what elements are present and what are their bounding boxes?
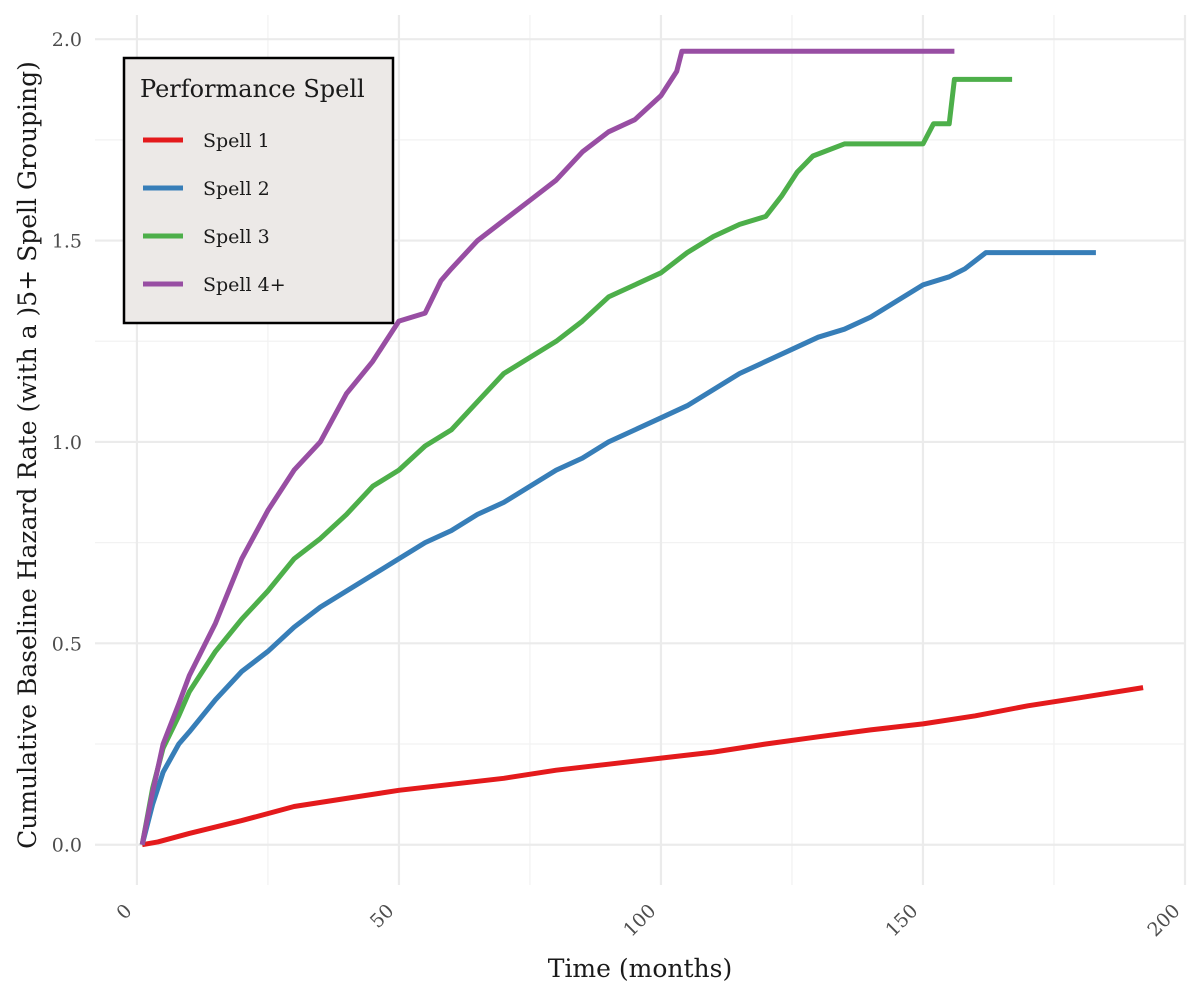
x-tick-label: 150 [881, 900, 922, 941]
y-tick-label: 1.0 [52, 432, 82, 454]
legend-items: Spell 1 Spell 2 Spell 3 Spell 4+ [143, 130, 286, 296]
y-tick-label: 2.0 [52, 29, 82, 51]
x-axis-title: Time (months) [548, 954, 732, 983]
x-axis-tick-labels: 0 50 100 150 200 [112, 900, 1184, 941]
legend-label: Spell 1 [203, 130, 270, 152]
y-axis-tick-labels: 0.0 0.5 1.0 1.5 2.0 [52, 29, 82, 857]
major-gridlines [95, 15, 1187, 885]
minor-gridlines [95, 15, 1185, 885]
x-tick-label: 200 [1143, 900, 1184, 941]
x-tick-label: 50 [366, 900, 399, 933]
x-tick-label: 100 [619, 900, 660, 941]
series-line [139, 250, 1096, 846]
legend-label: Spell 3 [203, 226, 270, 248]
x-tick-label: 0 [112, 900, 136, 924]
legend-title: Performance Spell [140, 75, 365, 103]
y-tick-label: 1.5 [52, 231, 82, 253]
legend-label: Spell 4+ [203, 274, 286, 296]
legend-label: Spell 2 [203, 178, 270, 200]
y-axis-title: Cumulative Baseline Hazard Rate (with a … [13, 61, 42, 849]
series-line [139, 48, 955, 846]
y-tick-label: 0.5 [52, 633, 82, 655]
series-lines [139, 48, 1144, 848]
series-line [139, 76, 1013, 846]
y-tick-label: 0.0 [52, 835, 82, 857]
series-line [141, 685, 1144, 848]
